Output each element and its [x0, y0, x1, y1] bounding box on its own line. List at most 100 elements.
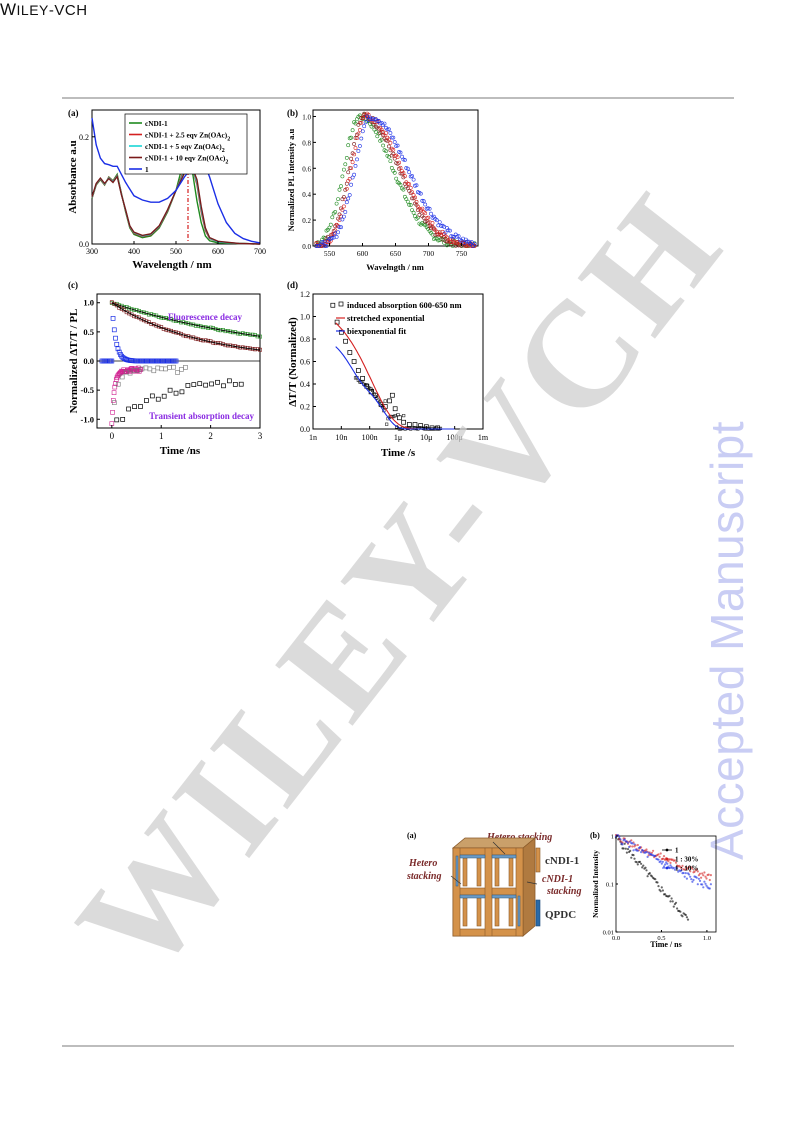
pl-point: [339, 184, 343, 189]
pl-point: [350, 175, 355, 180]
decay-point: [703, 871, 706, 874]
legend-label: 1 : 10%: [675, 865, 698, 873]
decay-point: [683, 875, 686, 878]
decay-point: [645, 869, 648, 872]
pl-point: [340, 217, 345, 222]
pl-point: [385, 127, 390, 132]
y-tick-label: 1.0: [302, 113, 311, 121]
legend-box: [124, 113, 248, 175]
decay-point: [673, 868, 676, 871]
pl-point: [336, 197, 341, 202]
decay-point: [659, 890, 662, 893]
pl-point: [395, 143, 400, 148]
pl-point: [463, 244, 468, 248]
pl-point: [405, 181, 410, 186]
decay-point: [680, 869, 683, 872]
pl-point: [320, 240, 325, 244]
y-tick-label: 0.1: [606, 882, 614, 889]
decay-point: [682, 871, 685, 875]
decay-point: [654, 878, 657, 881]
decay-point: [638, 846, 642, 849]
data-point: [347, 350, 353, 355]
decay-point: [659, 852, 662, 855]
pl-point: [111, 327, 117, 333]
pl-point: [379, 129, 384, 134]
x-axis-label: Time /s: [381, 447, 416, 459]
data-point: [355, 368, 361, 373]
pl-point: [327, 225, 332, 230]
x-axis-label: Wavelength / nm: [132, 259, 211, 271]
decay-point: [640, 851, 643, 854]
decay-point: [693, 870, 696, 873]
x-tick-label: 2: [208, 431, 213, 441]
biexp-fit: [335, 346, 455, 430]
series-line-1: [91, 117, 261, 244]
pl-point: [414, 199, 419, 204]
decay-point: [619, 838, 622, 841]
decay-point: [636, 843, 639, 847]
y-axis-label: Normalized PL Intensity a.u: [286, 128, 296, 231]
logo-rest: ILEY: [16, 2, 49, 18]
ta-point: [112, 384, 118, 390]
decay-point: [669, 861, 672, 864]
subscript: 2: [227, 137, 230, 143]
decay-point: [629, 840, 632, 843]
decay-point: [664, 893, 667, 896]
legend-marker: [665, 848, 669, 852]
pl-point: [445, 235, 449, 240]
pl-point: [391, 147, 396, 152]
decay-point: [635, 861, 638, 864]
decay-point: [668, 894, 671, 897]
hetero-stacking-left-label-1: Hetero: [408, 858, 437, 869]
pl-point: [407, 170, 412, 175]
x-tick-label: 10n: [335, 433, 347, 442]
pl-point: [413, 183, 417, 188]
subscript: 2: [225, 160, 228, 166]
pl-point: [139, 317, 144, 322]
pl-point: [337, 225, 342, 230]
pl-point: [408, 185, 413, 190]
pl-point: [324, 244, 329, 248]
pl-point: [429, 211, 433, 216]
decay-point: [685, 916, 688, 919]
pl-point: [384, 131, 388, 136]
decay-point: [676, 867, 679, 870]
y-axis-label: Normalized ΔT/T / PL: [68, 309, 80, 414]
ta-point: [232, 382, 238, 387]
pl-point: [349, 156, 354, 161]
legend-label: stretched exponential: [347, 313, 425, 323]
pl-point: [381, 143, 386, 148]
decay-point: [688, 873, 691, 876]
pl-point: [395, 155, 400, 160]
x-tick-label: 100n: [362, 433, 378, 442]
ta-point: [203, 382, 209, 388]
pl-point: [387, 127, 391, 132]
pl-point: [421, 199, 426, 204]
decay-point: [657, 853, 660, 856]
decay-point: [701, 883, 704, 886]
pl-point: [401, 171, 406, 175]
decay-point: [645, 850, 648, 853]
pl-point: [363, 120, 368, 125]
decay-point: [623, 842, 626, 845]
data-point: [330, 302, 336, 308]
data-point: [361, 379, 365, 384]
decay-point: [664, 863, 667, 866]
decay-point: [671, 900, 674, 903]
decay-point: [674, 861, 678, 864]
pl-point: [343, 210, 348, 214]
decay-point: [695, 868, 698, 871]
pl-point: [336, 230, 341, 235]
pl-point: [116, 349, 122, 355]
decay-point: [705, 884, 708, 887]
fit-line: [111, 302, 261, 351]
logo-first-letter: W: [0, 0, 17, 19]
pl-point: [405, 199, 410, 204]
decay-point: [688, 865, 691, 868]
legend-label: 1 : 30%: [675, 856, 698, 864]
y-tick-label: 0.2: [302, 217, 311, 225]
decay-point: [685, 877, 688, 880]
pl-point: [426, 215, 431, 220]
data-point: [370, 388, 375, 393]
y-tick-label: 0.4: [300, 380, 310, 389]
